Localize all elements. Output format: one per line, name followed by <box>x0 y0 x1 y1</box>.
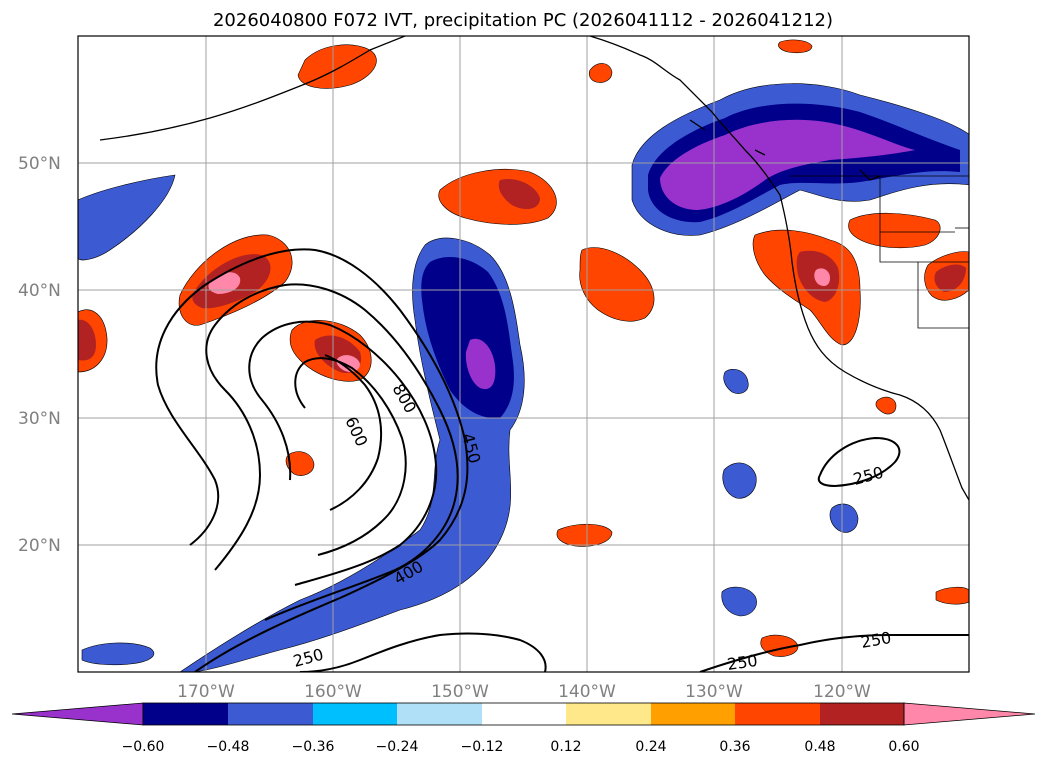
contour-label-250-d: 250 <box>726 651 759 674</box>
borders <box>790 175 969 329</box>
positive-core-westedge <box>78 319 96 361</box>
positive-core-gulf <box>498 178 540 210</box>
positive-field-small1 <box>556 523 613 547</box>
lat-tick-labels: 50°N 40°N 30°N 20°N <box>18 154 61 556</box>
colorbar-tick-4: −0.24 <box>376 739 419 755</box>
positive-field-small4 <box>935 586 969 605</box>
positive-field-small2 <box>285 451 315 476</box>
positive-field-n1 <box>297 44 377 89</box>
colorbar-tick-8: 0.36 <box>719 739 750 755</box>
colorbar-tick-1: −0.60 <box>122 739 165 755</box>
lat-tick-50n: 50°N <box>18 154 61 174</box>
positive-peak-center <box>336 355 360 372</box>
colorbar-bin-5 <box>482 703 566 725</box>
lat-tick-20n: 20°N <box>18 536 61 556</box>
colorbar-bin-3 <box>313 703 397 725</box>
coastline-aleutians <box>99 36 406 141</box>
figure-title: 2026040800 F072 IVT, precipitation PC (2… <box>213 10 833 31</box>
positive-field-small7 <box>875 396 897 415</box>
lat-tick-40n: 40°N <box>18 281 61 301</box>
coastline-alaska <box>589 36 969 501</box>
colorbar-bin-1 <box>143 703 228 725</box>
colorbar-tick-10: 0.60 <box>888 739 919 755</box>
ivt-contour-250-bottom <box>699 634 969 672</box>
positive-field-small6 <box>778 39 813 54</box>
negative-field-east1 <box>721 586 757 617</box>
colorbar-bin-7 <box>651 703 735 725</box>
graticule <box>78 36 969 672</box>
negative-peak-pnw <box>660 119 915 210</box>
ivt-contour-250-east <box>817 436 901 488</box>
colorbar-bin-9 <box>820 703 904 725</box>
coastline-islands <box>689 119 881 181</box>
negative-peak-central <box>465 338 496 390</box>
lat-tick-30n: 30°N <box>18 409 61 429</box>
colorbar-bin-6 <box>566 703 651 725</box>
map-panel: 800 600 450 400 250 250 250 250 <box>77 35 970 674</box>
colorbar: −0.60 −0.48 −0.36 −0.24 −0.12 0.12 0.24 … <box>11 702 1036 755</box>
negative-field-south-arm <box>81 642 155 666</box>
colorbar-tick-3: −0.36 <box>292 739 335 755</box>
colorbar-arrow-right <box>903 702 1036 726</box>
colorbar-tick-6: 0.12 <box>550 739 581 755</box>
ivt-contour-400 <box>248 320 438 586</box>
colorbar-bin-8 <box>735 703 820 725</box>
positive-field-nw-blob <box>579 247 655 322</box>
lon-tick-140w: 140°W <box>558 682 616 702</box>
positive-field-nev <box>848 212 941 249</box>
lon-tick-150w: 150°W <box>431 682 489 702</box>
ivt-contour-250-bottom2 <box>299 632 547 672</box>
positive-peak-ca <box>814 268 830 286</box>
positive-field-small5 <box>588 63 613 83</box>
map-frame <box>77 35 970 673</box>
colorbar-bin-2 <box>228 703 313 725</box>
colorbar-tick-9: 0.48 <box>804 739 835 755</box>
lon-tick-160w: 160°W <box>304 682 362 702</box>
ivt-contour-250-inner <box>205 283 459 621</box>
negative-field-east3 <box>723 369 749 394</box>
lon-tick-labels: 170°W 160°W 150°W 140°W 130°W 120°W <box>177 682 871 702</box>
colorbar-tick-5: −0.12 <box>461 739 504 755</box>
ivt-contour-250-outer <box>155 248 469 672</box>
lon-tick-170w: 170°W <box>177 682 235 702</box>
positive-field-gulf <box>438 169 557 225</box>
coastlines <box>99 36 969 501</box>
lon-tick-130w: 130°W <box>685 682 743 702</box>
colorbar-arrow-left <box>11 702 144 726</box>
ivt-contour-800 <box>324 354 383 511</box>
colorbar-frame <box>142 702 905 726</box>
negative-field-east2 <box>722 462 757 499</box>
lon-tick-120w: 120°W <box>813 682 871 702</box>
ivt-contours <box>155 248 969 672</box>
colorbar-bin-4 <box>397 703 482 725</box>
colorbar-tick-7: 0.24 <box>635 739 666 755</box>
colorbar-tick-2: −0.48 <box>207 739 250 755</box>
ivt-contour-600 <box>294 357 407 556</box>
negative-field-westedge <box>78 174 176 261</box>
positive-core-east-edge <box>934 264 966 292</box>
negative-field-east4 <box>829 503 859 533</box>
